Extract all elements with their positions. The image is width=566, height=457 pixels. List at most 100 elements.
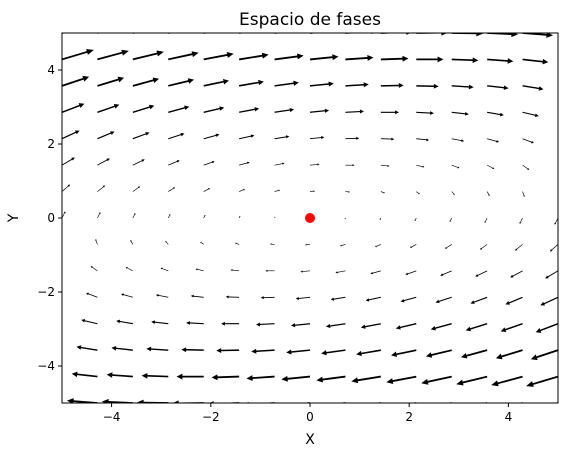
vector-arrow-98 bbox=[274, 189, 280, 192]
vector-arrow-150 bbox=[386, 375, 417, 385]
vector-arrow-99 bbox=[274, 162, 285, 166]
y-tick-label: −2 bbox=[37, 285, 55, 299]
vector-arrow-82 bbox=[238, 216, 241, 219]
vector-arrow-218 bbox=[557, 165, 558, 166]
vector-arrow-200 bbox=[514, 244, 523, 251]
vector-arrow-112 bbox=[309, 190, 315, 193]
vector-arrow-42 bbox=[132, 77, 160, 87]
vector-arrow-144 bbox=[380, 137, 395, 141]
vector-arrow-139 bbox=[370, 270, 381, 275]
vector-arrow-19 bbox=[86, 292, 98, 298]
vector-arrow-209 bbox=[554, 402, 558, 403]
vector-arrow-66 bbox=[200, 241, 204, 245]
vector-arrow-92 bbox=[251, 348, 275, 354]
vector-arrow-219 bbox=[557, 138, 558, 140]
vector-arrow-64 bbox=[190, 294, 204, 298]
vector-arrow-76 bbox=[211, 374, 240, 381]
vector-arrow-148 bbox=[380, 33, 411, 35]
vector-arrow-205 bbox=[522, 111, 539, 118]
vector-arrow-166 bbox=[426, 349, 452, 358]
vector-arrow-188 bbox=[486, 164, 495, 170]
vector-arrow-36 bbox=[130, 240, 134, 245]
vector-arrow-86 bbox=[239, 107, 260, 113]
vector-arrow-97 bbox=[274, 216, 276, 219]
vector-arrow-136 bbox=[356, 349, 381, 357]
vector-arrow-220 bbox=[557, 112, 558, 113]
vector-arrow-155 bbox=[410, 244, 417, 248]
vector-arrow-3 bbox=[62, 323, 63, 324]
vector-arrow-37 bbox=[132, 213, 136, 219]
vector-arrow-180 bbox=[456, 375, 488, 386]
vector-arrow-177 bbox=[451, 57, 479, 64]
vector-arrow-54 bbox=[168, 160, 180, 166]
vector-arrow-185 bbox=[480, 244, 488, 250]
vector-arrow-5 bbox=[62, 270, 63, 271]
vector-field bbox=[62, 33, 558, 403]
vector-arrow-202 bbox=[522, 191, 526, 197]
vector-arrow-31 bbox=[106, 372, 133, 378]
y-tick-label: 0 bbox=[47, 211, 55, 225]
vector-arrow-168 bbox=[435, 296, 452, 304]
vector-arrow-121 bbox=[321, 349, 346, 356]
vector-arrow-108 bbox=[290, 323, 311, 328]
vector-arrow-115 bbox=[309, 108, 330, 113]
vector-arrow-0 bbox=[62, 402, 63, 403]
vector-arrow-141 bbox=[379, 217, 382, 220]
vector-arrow-111 bbox=[305, 243, 311, 246]
vector-arrow-34 bbox=[120, 293, 133, 298]
vector-arrow-114 bbox=[309, 136, 325, 140]
vector-arrow-110 bbox=[300, 270, 311, 273]
vector-arrow-106 bbox=[281, 375, 311, 382]
vector-arrow-49 bbox=[155, 294, 169, 298]
vector-arrow-191 bbox=[487, 85, 509, 91]
vector-arrow-58 bbox=[168, 51, 199, 61]
vector-arrow-59 bbox=[168, 33, 173, 34]
vector-arrow-175 bbox=[451, 111, 469, 116]
vector-arrow-203 bbox=[522, 164, 530, 170]
vector-arrow-140 bbox=[375, 244, 381, 248]
vector-arrow-95 bbox=[265, 269, 275, 272]
y-axis-ticks: −4 −2 0 2 4 bbox=[37, 63, 62, 373]
vector-arrow-183 bbox=[470, 296, 488, 304]
vector-arrow-70 bbox=[203, 133, 220, 140]
vector-arrow-72 bbox=[203, 79, 229, 87]
vector-arrow-221 bbox=[557, 85, 558, 87]
y-tick-label: 2 bbox=[47, 137, 55, 151]
vector-arrow-29 bbox=[97, 33, 102, 34]
vector-arrow-93 bbox=[256, 322, 275, 327]
vector-arrow-145 bbox=[380, 110, 399, 115]
vector-arrow-28 bbox=[97, 49, 129, 61]
vector-arrow-51 bbox=[165, 241, 169, 245]
vector-arrow-32 bbox=[111, 345, 133, 351]
vector-arrow-196 bbox=[495, 349, 523, 360]
vector-arrow-193 bbox=[487, 33, 519, 38]
vector-arrow-30 bbox=[101, 398, 133, 403]
vector-arrow-214 bbox=[545, 270, 558, 279]
vector-arrow-38 bbox=[132, 186, 140, 192]
vector-arrow-201 bbox=[519, 217, 523, 224]
vector-arrow-190 bbox=[487, 111, 504, 117]
vector-arrow-24 bbox=[97, 158, 110, 166]
vector-arrow-206 bbox=[522, 85, 544, 91]
x-tick-label: 4 bbox=[505, 410, 513, 424]
vector-arrow-189 bbox=[487, 138, 500, 143]
vector-arrow-170 bbox=[445, 244, 452, 249]
vector-arrow-163 bbox=[416, 33, 448, 36]
vector-arrow-53 bbox=[168, 187, 175, 192]
x-tick-label: 0 bbox=[306, 410, 314, 424]
vector-arrow-172 bbox=[451, 191, 455, 195]
vector-arrow-165 bbox=[421, 375, 452, 385]
vector-arrow-181 bbox=[460, 349, 488, 359]
vector-arrow-48 bbox=[151, 320, 169, 325]
vector-arrow-27 bbox=[97, 76, 125, 87]
vector-arrow-11 bbox=[62, 103, 85, 113]
vector-arrow-178 bbox=[451, 33, 484, 37]
vector-arrow-156 bbox=[414, 217, 417, 221]
vector-arrow-80 bbox=[230, 269, 240, 272]
vector-arrow-35 bbox=[125, 266, 134, 272]
vector-arrow-131 bbox=[345, 82, 369, 88]
vector-arrow-186 bbox=[484, 217, 488, 223]
vector-arrow-18 bbox=[81, 318, 98, 325]
vector-arrow-107 bbox=[286, 349, 311, 355]
vector-arrow-62 bbox=[181, 347, 204, 353]
